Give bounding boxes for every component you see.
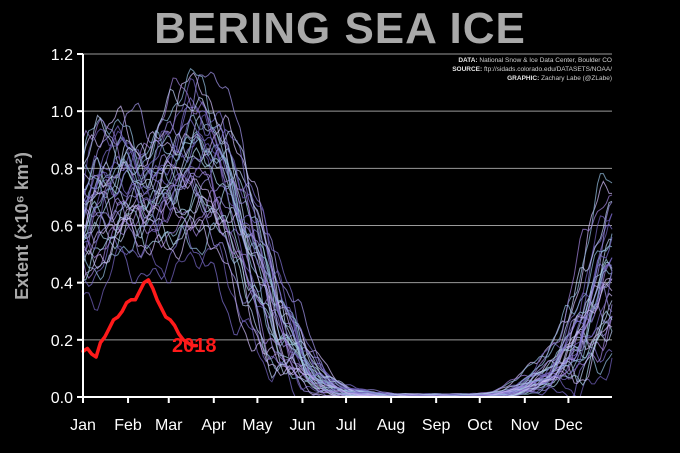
series-line-2018: [81, 278, 199, 359]
y-axis-label: Extent (×10⁶ km²): [12, 152, 32, 300]
credit-graphic-label: GRAPHIC:: [507, 75, 540, 82]
x-tick-label: Jun: [290, 417, 316, 434]
x-tick-labels: Jan Feb Mar Apr May Jun Jul Aug Sep Oct Nov Dec: [70, 417, 583, 434]
x-tick-label: Feb: [114, 417, 142, 434]
x-tick-label: Dec: [554, 417, 582, 434]
historical-year-line: [82, 167, 613, 398]
historical-years-lines: [82, 67, 613, 398]
y-tick-label: 0.6: [51, 219, 73, 236]
x-tick-label: Sep: [422, 417, 451, 434]
y-tick-label: 1.0: [51, 104, 73, 121]
x-tick-label: Nov: [511, 417, 539, 434]
credit-data-label: DATA:: [458, 57, 478, 64]
historical-year-line: [82, 214, 613, 398]
y-tick-labels: 0.0 0.2 0.4 0.6 0.8 1.0 1.2: [51, 47, 73, 407]
x-tick-label: Apr: [201, 417, 227, 434]
axes: [77, 53, 612, 403]
credit-data: DATA: National Snow & Ice Data Center, B…: [452, 56, 612, 65]
y-tick-label: 1.2: [51, 47, 73, 64]
x-tick-label: Jan: [70, 417, 96, 434]
historical-year-line: [82, 147, 613, 397]
historical-year-line: [82, 106, 613, 397]
historical-year-line: [82, 118, 613, 397]
y-tick-label: 0.2: [51, 333, 73, 350]
historical-year-line: [82, 132, 613, 397]
y-tick-label: 0.4: [51, 276, 73, 293]
historical-year-line: [82, 142, 613, 397]
highlight-series: [81, 278, 199, 359]
historical-year-line: [82, 114, 613, 397]
x-tick-label: Aug: [377, 417, 405, 434]
y-tick-label: 0.8: [51, 161, 73, 178]
historical-year-line: [82, 114, 613, 397]
credit-source-text: ftp://sidads.colorado.edu/DATASETS/NOAA/: [483, 66, 612, 73]
credit-graphic: GRAPHIC: Zachary Labe (@ZLabe): [452, 74, 612, 83]
series-label-2018: 2018: [172, 335, 217, 357]
historical-year-line: [82, 197, 613, 398]
historical-year-line: [82, 130, 613, 397]
x-tick-label: Oct: [467, 417, 492, 434]
y-tick-label: 0.0: [51, 390, 73, 407]
historical-year-line: [82, 113, 613, 397]
credit-graphic-text: Zachary Labe (@ZLabe): [541, 75, 612, 82]
historical-year-line: [82, 115, 613, 397]
chart-title: BERING SEA ICE: [154, 4, 526, 53]
historical-year-line: [82, 183, 613, 398]
credit-source: SOURCE: ftp://sidads.colorado.edu/DATASE…: [452, 65, 612, 74]
credit-data-text: National Snow & Ice Data Center, Boulder…: [479, 57, 612, 64]
credit-source-label: SOURCE:: [452, 66, 483, 73]
credits-block: DATA: National Snow & Ice Data Center, B…: [452, 56, 612, 83]
x-tick-label: May: [242, 417, 272, 434]
historical-year-line: [82, 72, 612, 396]
historical-year-line: [82, 159, 613, 398]
historical-year-line: [82, 147, 613, 397]
x-tick-label: Jul: [336, 417, 356, 434]
x-tick-label: Mar: [155, 417, 183, 434]
